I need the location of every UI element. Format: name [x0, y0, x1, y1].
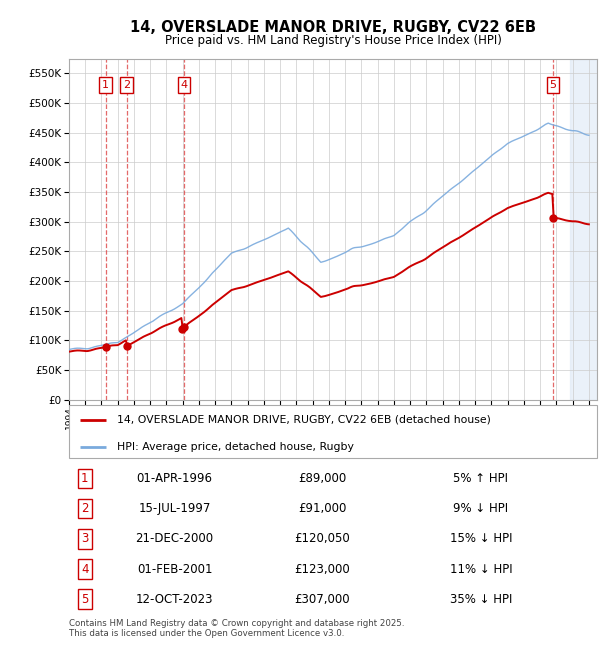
Text: 15-JUL-1997: 15-JUL-1997	[139, 502, 211, 515]
Text: 5% ↑ HPI: 5% ↑ HPI	[454, 472, 508, 485]
Text: Contains HM Land Registry data © Crown copyright and database right 2025.
This d: Contains HM Land Registry data © Crown c…	[69, 619, 404, 638]
Text: £91,000: £91,000	[298, 502, 347, 515]
Text: 5: 5	[550, 80, 556, 90]
Text: 3: 3	[81, 532, 89, 545]
Text: 01-FEB-2001: 01-FEB-2001	[137, 562, 212, 575]
Text: 11% ↓ HPI: 11% ↓ HPI	[449, 562, 512, 575]
Text: 14, OVERSLADE MANOR DRIVE, RUGBY, CV22 6EB: 14, OVERSLADE MANOR DRIVE, RUGBY, CV22 6…	[130, 20, 536, 34]
Text: 2: 2	[81, 502, 89, 515]
FancyBboxPatch shape	[69, 405, 597, 458]
Text: 1: 1	[81, 472, 89, 485]
Text: 14, OVERSLADE MANOR DRIVE, RUGBY, CV22 6EB (detached house): 14, OVERSLADE MANOR DRIVE, RUGBY, CV22 6…	[116, 415, 490, 425]
Text: £120,050: £120,050	[295, 532, 350, 545]
Text: 9% ↓ HPI: 9% ↓ HPI	[453, 502, 508, 515]
Text: 2: 2	[123, 80, 130, 90]
Text: 5: 5	[81, 593, 89, 606]
Text: 15% ↓ HPI: 15% ↓ HPI	[449, 532, 512, 545]
Text: 4: 4	[181, 80, 188, 90]
Text: 21-DEC-2000: 21-DEC-2000	[136, 532, 214, 545]
Text: Price paid vs. HM Land Registry's House Price Index (HPI): Price paid vs. HM Land Registry's House …	[164, 34, 502, 47]
Text: 4: 4	[81, 562, 89, 575]
Text: HPI: Average price, detached house, Rugby: HPI: Average price, detached house, Rugb…	[116, 441, 353, 452]
Text: 35% ↓ HPI: 35% ↓ HPI	[449, 593, 512, 606]
Text: 01-APR-1996: 01-APR-1996	[137, 472, 212, 485]
Text: 1: 1	[102, 80, 109, 90]
Text: £123,000: £123,000	[295, 562, 350, 575]
Text: £89,000: £89,000	[298, 472, 347, 485]
Text: £307,000: £307,000	[295, 593, 350, 606]
Text: 12-OCT-2023: 12-OCT-2023	[136, 593, 214, 606]
Bar	[570, 58, 597, 400]
